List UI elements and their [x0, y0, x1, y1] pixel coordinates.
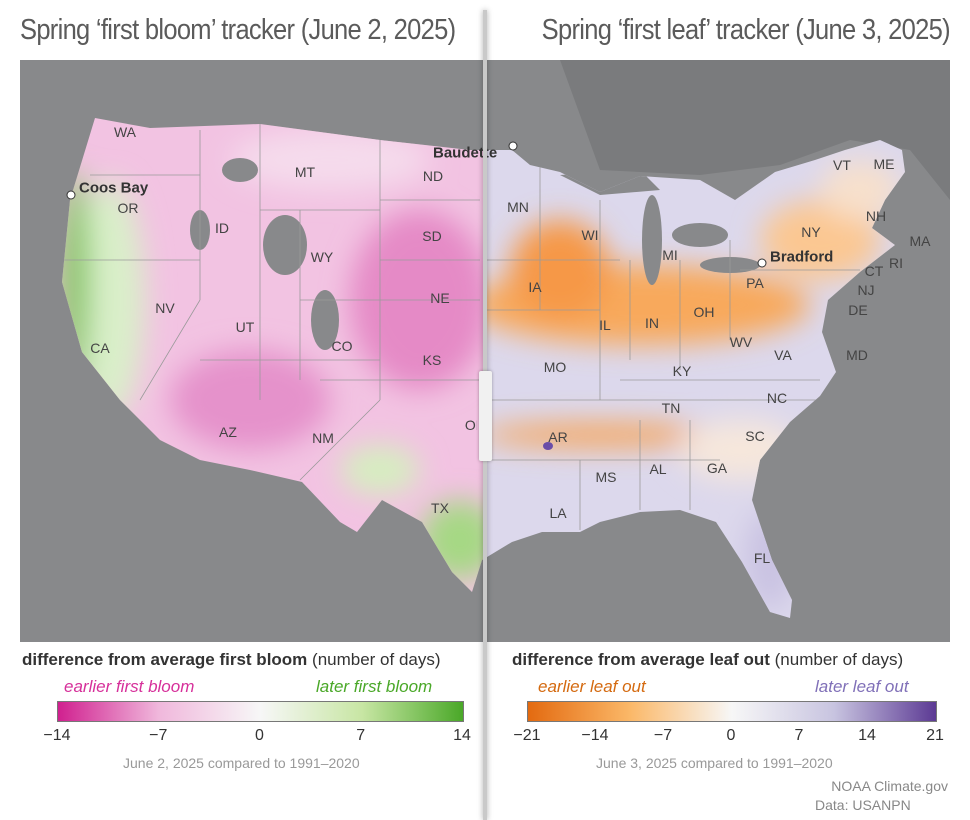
state-label: SC [745, 428, 765, 444]
state-label: OH [693, 304, 715, 320]
scale-tick-label: 0 [726, 727, 736, 744]
state-label: CT [864, 263, 884, 279]
scale-tick-label: 7 [356, 727, 366, 744]
state-label: TX [431, 500, 449, 516]
state-label: MO [543, 359, 567, 375]
city-label-coos-bay: Coos Bay [79, 179, 149, 197]
scale-tick-label: −7 [653, 727, 673, 744]
state-label: NV [155, 300, 175, 316]
state-label: CO [331, 338, 353, 354]
legend-title-bold: difference from average first bloom [22, 650, 308, 669]
city-marker [757, 258, 767, 268]
scale-tick-label: −7 [149, 727, 168, 744]
state-label: NH [865, 208, 887, 224]
state-label: WY [310, 249, 334, 265]
state-label: OK [464, 417, 486, 433]
right-date-note: June 3, 2025 compared to 1991–2020 [596, 755, 833, 771]
state-label: NY [801, 224, 821, 240]
state-label: VT [833, 157, 851, 173]
left-legend-high-label: later first bloom [316, 677, 433, 696]
state-label: MN [507, 199, 529, 215]
state-label: AR [548, 429, 568, 445]
right-map-title: Spring ‘first leaf’ tracker (June 3, 202… [541, 14, 951, 46]
left-date-note: June 2, 2025 compared to 1991–2020 [123, 755, 360, 771]
state-label: IA [528, 279, 542, 295]
state-label: GA [706, 460, 728, 476]
state-label: VA [774, 347, 792, 363]
right-legend-high-label: later leaf out [815, 677, 909, 696]
state-label: KS [422, 352, 442, 368]
state-label: NM [312, 430, 334, 446]
state-label: IL [599, 317, 611, 333]
city-marker [508, 141, 518, 151]
leaf-out-color-scale [527, 701, 937, 722]
state-label: AL [649, 461, 667, 477]
state-label: KY [672, 363, 692, 379]
scale-tick-label: −21 [513, 727, 541, 744]
left-legend-low-label: earlier first bloom [64, 677, 195, 696]
right-legend-low-label: earlier leaf out [538, 677, 646, 696]
legend-units: (number of days) [769, 650, 904, 669]
city-marker [66, 190, 76, 200]
state-label: UT [235, 319, 255, 335]
state-label: MS [595, 469, 617, 485]
state-label: WA [113, 124, 137, 140]
state-label: ME [873, 156, 895, 172]
state-label: SD [422, 228, 442, 244]
scale-tick-label: 7 [794, 727, 804, 744]
state-label: ND [422, 168, 444, 184]
state-label: MT [294, 164, 316, 180]
state-label: DE [848, 302, 868, 318]
state-label: IN [645, 315, 659, 331]
state-label: NE [430, 290, 450, 306]
state-label: TN [661, 400, 681, 416]
legend-title-bold: difference from average leaf out [512, 650, 770, 669]
state-label: FL [753, 550, 771, 566]
state-label: NC [766, 390, 788, 406]
scale-tick-label: 14 [858, 727, 876, 744]
scale-tick-label: 14 [453, 727, 471, 744]
state-label: CA [90, 340, 110, 356]
state-label: PA [746, 275, 764, 291]
state-label: AZ [219, 424, 237, 440]
scale-tick-label: 21 [926, 727, 944, 744]
state-label: LA [549, 505, 567, 521]
state-label: RI [889, 255, 903, 271]
legend-units: (number of days) [307, 650, 441, 669]
comparison-slider-handle[interactable] [479, 371, 492, 461]
city-label-bradford: Bradford [770, 248, 834, 266]
left-legend-title: difference from average first bloom (num… [22, 650, 441, 670]
state-label: NJ [857, 282, 875, 298]
scale-tick-label: −14 [581, 727, 609, 744]
scale-tick-label: 0 [255, 727, 264, 744]
right-legend-title: difference from average leaf out (number… [512, 650, 903, 670]
state-label: MD [846, 347, 868, 363]
state-label: MI [662, 247, 678, 263]
state-label: ID [215, 220, 229, 236]
state-label: MA [909, 233, 931, 249]
first-bloom-color-scale [57, 701, 464, 722]
credit: NOAA Climate.gov [831, 778, 948, 794]
state-label: OR [117, 200, 139, 216]
scale-tick-label: −14 [43, 727, 71, 744]
city-label-baudette: Baudette [433, 144, 498, 162]
data-source: Data: USANPN [815, 797, 911, 813]
left-map-title: Spring ‘first bloom’ tracker (June 2, 20… [20, 14, 456, 46]
state-label: WI [581, 227, 599, 243]
state-label: WV [729, 334, 753, 350]
